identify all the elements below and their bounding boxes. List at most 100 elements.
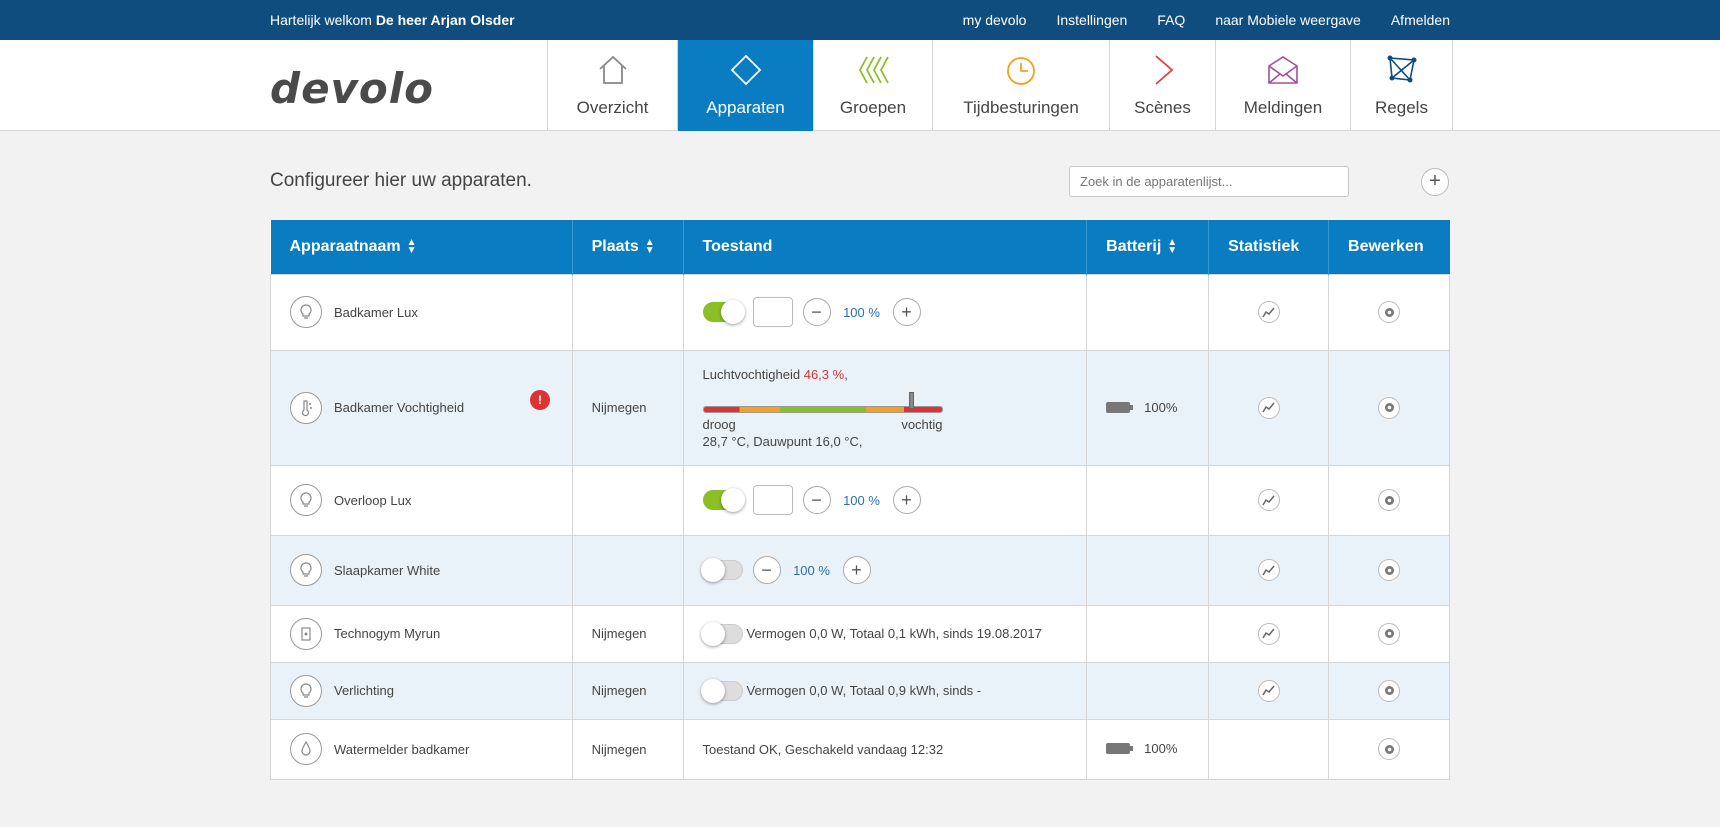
nav-regels[interactable]: Regels: [1351, 40, 1453, 131]
gauge-needle: [908, 391, 914, 409]
warning-icon[interactable]: !: [530, 389, 550, 410]
device-name[interactable]: Slaapkamer White: [334, 562, 441, 578]
chevrons-icon: [858, 56, 889, 84]
nav-groepen[interactable]: Groepen: [814, 40, 933, 131]
link-faq[interactable]: FAQ: [1157, 12, 1186, 28]
col-place-header[interactable]: Plaats ▲ ▼: [572, 220, 684, 274]
decrease-button[interactable]: −: [752, 556, 781, 584]
bulb-icon: [290, 296, 322, 328]
col-state-header: Toestand: [683, 220, 1088, 274]
devices-table: Apparaatnaam ▲ ▼ Plaats ▲ ▼ Toestand Batteri…: [270, 220, 1450, 780]
sort-icon[interactable]: ▲ ▼: [644, 236, 655, 256]
nav-label: Overzicht: [576, 98, 649, 117]
nav-label: Groepen: [839, 98, 907, 117]
sort-icon[interactable]: ▲ ▼: [1167, 236, 1178, 256]
gear-icon[interactable]: [1378, 301, 1400, 323]
device-search-input[interactable]: [1069, 166, 1349, 197]
nav-label: Tijdbesturingen: [963, 98, 1079, 117]
chart-icon[interactable]: [1257, 301, 1280, 323]
nav-tijdbesturingen[interactable]: Tijdbesturingen: [933, 40, 1110, 131]
battery-icon: [1106, 401, 1134, 413]
devolo-logo[interactable]: devolo: [270, 64, 435, 113]
col-stats-header: Statistiek: [1208, 220, 1330, 274]
col-battery-header[interactable]: Batterij ▲ ▼: [1086, 220, 1210, 274]
device-name[interactable]: Verlichting: [334, 683, 394, 698]
gear-icon[interactable]: [1378, 738, 1400, 760]
increase-button[interactable]: +: [892, 486, 921, 514]
col-name-header[interactable]: Apparaatnaam ▲ ▼: [270, 220, 573, 274]
gear-icon[interactable]: [1378, 679, 1400, 702]
power-reading: Vermogen 0,0 W, Totaal 0,9 kWh, sinds -: [746, 683, 982, 698]
power-toggle[interactable]: [702, 300, 745, 324]
network-icon: [1387, 55, 1416, 83]
power-toggle[interactable]: [702, 488, 745, 512]
dim-value: 100 %: [843, 304, 880, 320]
top-bar: Hartelijk welkom De heer Arjan Olsder my…: [0, 0, 1720, 40]
sort-icon[interactable]: ▲ ▼: [406, 236, 417, 256]
device-name[interactable]: Watermelder badkamer: [334, 741, 470, 757]
nav-scenes[interactable]: Scènes: [1110, 40, 1216, 131]
device-name[interactable]: Overloop Lux: [334, 492, 412, 508]
chart-icon[interactable]: [1257, 489, 1280, 511]
gear-icon[interactable]: [1378, 396, 1400, 419]
increase-button[interactable]: +: [842, 556, 871, 584]
power-toggle[interactable]: [700, 621, 743, 646]
gear-icon[interactable]: [1378, 622, 1400, 645]
link-instellingen[interactable]: Instellingen: [1056, 12, 1128, 28]
nav-label: Meldingen: [1243, 98, 1323, 117]
house-icon: [598, 55, 627, 84]
state-text: Toestand OK, Geschakeld vandaag 12:32: [682, 718, 1088, 780]
envelope-icon: [1268, 56, 1298, 84]
table-row: Badkamer Lux − 100 % +: [270, 273, 1450, 351]
decrease-button[interactable]: −: [802, 298, 831, 326]
link-afmelden[interactable]: Afmelden: [1390, 12, 1450, 28]
nav-overzicht[interactable]: Overzicht: [548, 40, 678, 131]
link-my-devolo[interactable]: my devolo: [962, 12, 1027, 28]
battery-icon: [1106, 743, 1134, 754]
nav-meldingen[interactable]: Meldingen: [1216, 40, 1351, 131]
chart-icon[interactable]: [1257, 396, 1280, 419]
chart-icon[interactable]: [1257, 622, 1280, 645]
power-reading: Vermogen 0,0 W, Totaal 0,1 kWh, sinds 19…: [746, 626, 1042, 641]
gear-icon[interactable]: [1378, 559, 1400, 581]
nav-label: Regels: [1375, 98, 1428, 117]
plug-icon: [290, 617, 322, 650]
col-edit-header: Bewerken: [1328, 220, 1450, 274]
increase-button[interactable]: +: [892, 298, 921, 326]
nav-label: Apparaten: [706, 98, 785, 117]
color-picker[interactable]: [752, 297, 793, 327]
color-picker[interactable]: [752, 485, 793, 515]
top-links: my devolo Instellingen FAQ naar Mobiele …: [963, 12, 1450, 28]
chart-icon[interactable]: [1257, 679, 1280, 702]
device-place: [571, 534, 684, 606]
welcome-text: Hartelijk welkom De heer Arjan Olsder: [270, 12, 515, 28]
power-toggle[interactable]: [700, 678, 743, 703]
power-toggle[interactable]: [700, 558, 743, 582]
table-row: Badkamer Vochtigheid! Nijmegen Luchtvoch…: [270, 349, 1450, 466]
add-device-button[interactable]: +: [1421, 168, 1449, 196]
dim-value: 100 %: [793, 562, 830, 578]
table-row: Overloop Lux − 100 % +: [270, 464, 1450, 536]
device-place: Nijmegen: [571, 718, 684, 780]
device-name[interactable]: Badkamer Vochtigheid: [334, 400, 465, 415]
table-row: Slaapkamer White − 100 % +: [270, 534, 1450, 606]
bulb-icon: [290, 554, 322, 586]
diamond-icon: [730, 54, 761, 86]
chart-icon[interactable]: [1257, 559, 1280, 581]
decrease-button[interactable]: −: [802, 486, 831, 514]
link-mobiele-weergave[interactable]: naar Mobiele weergave: [1215, 12, 1361, 28]
dim-value: 100 %: [843, 492, 880, 508]
gear-icon[interactable]: [1378, 489, 1400, 511]
table-row: Watermelder badkamer Nijmegen Toestand O…: [270, 718, 1450, 780]
nav-apparaten[interactable]: Apparaten: [678, 40, 814, 131]
device-place: [571, 273, 684, 351]
device-name[interactable]: Badkamer Lux: [334, 304, 418, 320]
drop-icon: [290, 733, 322, 765]
table-row: Technogym Myrun Nijmegen Vermogen 0,0 W,…: [270, 604, 1450, 663]
welcome-prefix: Hartelijk welkom: [270, 12, 372, 28]
device-place: Nijmegen: [571, 604, 684, 663]
thermometer-icon: [290, 391, 322, 424]
humidity-reading: Luchtvochtigheid 46,3 %,: [702, 366, 848, 382]
device-name[interactable]: Technogym Myrun: [334, 626, 441, 641]
page-intro: Configureer hier uw apparaten.: [270, 170, 532, 191]
